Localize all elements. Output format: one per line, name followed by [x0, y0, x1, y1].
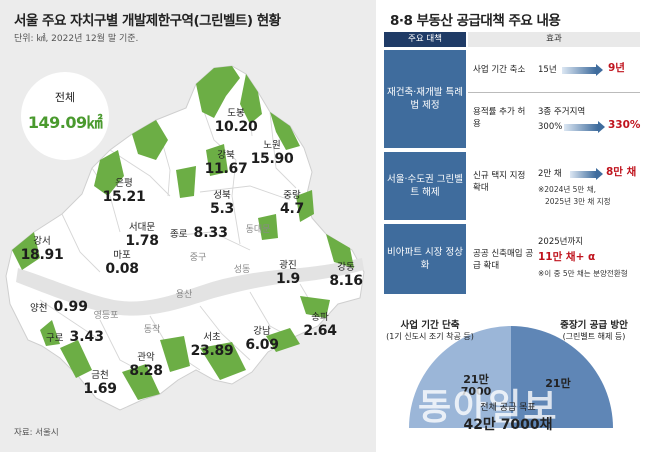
district-eunpyeong: 은평 15.21 [102, 178, 146, 205]
pie-label-right: 중장기 공급 방안 (그린벨트 해제 등) [560, 320, 628, 341]
district-gwanak: 관악 8.28 [129, 352, 163, 379]
effect-far-from: 300% [538, 122, 563, 132]
total-label: 전체 [54, 91, 76, 104]
newspaper-watermark: 동아일보 [418, 387, 559, 428]
district-junggu: 중구 [189, 253, 207, 263]
header-policy: 주요 대책 [384, 32, 466, 47]
policy-panel: 8·8 부동산 공급대책 주요 내용 주요 대책 효과 재건축·재개발 특례법 … [378, 0, 645, 452]
district-seongbuk: 성북 5.3 [210, 190, 234, 217]
district-gangbuk: 강북 11.67 [204, 150, 248, 177]
supply-pie-chart [409, 326, 613, 428]
pie-value-right: 21만 [545, 377, 571, 390]
district-geumcheon: 금천 1.69 [83, 370, 117, 397]
greenbelt-areas [12, 66, 354, 400]
total-value: 149.09㎢ [27, 113, 103, 132]
district-guro: 구로 3.43 [46, 329, 105, 345]
district-dongdaemun: 동대문 [245, 225, 271, 235]
separator [468, 92, 640, 93]
district-seocho: 서초 23.89 [190, 332, 234, 359]
item-floor-area-ratio: 용적률 추가 허용 [473, 107, 526, 129]
arrow-period [562, 64, 603, 76]
policy-title: 8·8 부동산 공급대책 주요 내용 [390, 13, 561, 29]
district-yeongdeungpo: 영등포 [93, 311, 119, 321]
effect-purchase-value: 11만 채+ α [538, 251, 596, 263]
effect-housing-to: 8만 채 [606, 166, 637, 178]
pie-value-left: 21만 7000 [460, 373, 492, 398]
district-dongjak: 동작 [143, 325, 161, 335]
effect-period-from: 15년 [538, 65, 557, 75]
pie-label-left: 사업 기간 단축 (1기 신도시 조기 착공 등) [386, 320, 474, 341]
district-seodaemun: 서대문 1.78 [125, 222, 159, 249]
header-effect: 효과 [468, 32, 640, 47]
district-gangnam: 강남 6.09 [245, 326, 279, 353]
district-gangdong: 강동 8.16 [329, 262, 363, 289]
district-mapo: 마포 0.08 [105, 250, 139, 277]
map-source: 자료: 서울시 [14, 428, 59, 438]
arrow-far [564, 121, 605, 133]
district-gwangjin: 광진 1.9 [276, 260, 300, 287]
district-gangseo: 강서 18.91 [20, 236, 64, 263]
district-yongsan: 용산 [175, 290, 193, 300]
map-title: 서울 주요 자치구별 개발제한구역(그린벨트) 현황 [14, 13, 281, 29]
effect-purchase-year: 2025년까지 [538, 237, 584, 247]
pie-slice-right [511, 326, 613, 428]
effect-period-to: 9년 [608, 62, 625, 74]
seoul-map [5, 65, 365, 411]
effect-housing-from: 2만 채 [538, 169, 562, 179]
pie-total-value: 42만 7000채 [463, 417, 553, 433]
pie-total-label: 전체 공급 목표 [480, 403, 536, 413]
district-jungnang: 중랑 4.7 [280, 190, 304, 217]
note-purchase: ※이 중 5만 채는 분양전환형 [538, 269, 628, 278]
effect-far-to: 330% [608, 119, 641, 131]
district-dobong: 도봉 10.20 [214, 108, 258, 135]
pie-slice-left [409, 326, 511, 428]
district-jongno: 종로 8.33 [170, 225, 229, 241]
item-period-reduction: 사업 기간 축소 [473, 65, 526, 75]
district-songpa: 송파 2.64 [303, 312, 337, 339]
district-yangcheon: 양천 0.99 [30, 299, 89, 315]
category-greenbelt: 서울·수도권 그린벨트 해제 [384, 152, 466, 220]
greenbelt-map-panel: 서울 주요 자치구별 개발제한구역(그린벨트) 현황 단위: ㎢, 2022년 … [0, 0, 376, 452]
category-reconstruction: 재건축·재개발 특례법 제정 [384, 50, 466, 148]
note-housing-2025: 2025년 3만 채 지정 [545, 197, 611, 206]
category-non-apartment: 비아파트 시장 정상화 [384, 224, 466, 294]
item-public-purchase: 공공 신축매입 공급 확대 [473, 249, 534, 271]
total-area-badge: 전체 149.09㎢ [21, 72, 109, 160]
effect-far-zone: 3종 주거지역 [538, 107, 586, 117]
arrow-housing [570, 168, 603, 180]
item-new-housing-site: 신규 택지 지정 확대 [473, 171, 526, 193]
han-river [16, 258, 364, 316]
district-seongdong: 성동 [233, 265, 251, 275]
note-housing-2024: ※2024년 5만 채, [538, 185, 596, 194]
map-unit-note: 단위: ㎢, 2022년 12월 말 기준. [14, 34, 139, 44]
district-nowon: 노원 15.90 [250, 140, 294, 167]
